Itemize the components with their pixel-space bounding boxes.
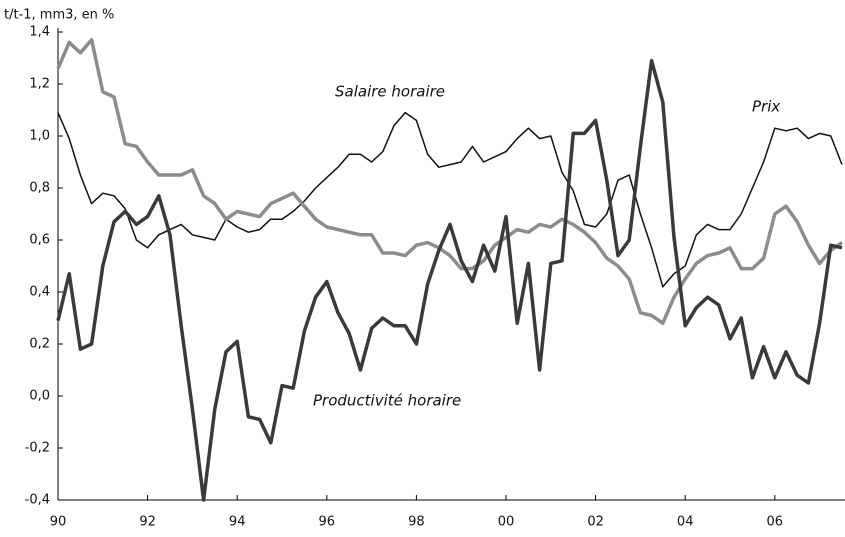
x-tick-label: 94: [229, 515, 246, 530]
y-tick-label: 0,4: [29, 285, 50, 300]
y-tick-label: -0,4: [25, 493, 50, 508]
y-tick-label: 0,8: [29, 181, 50, 196]
series-line: [56, 58, 843, 502]
y-tick-label: 0,2: [29, 337, 50, 352]
y-tick-label: 1,0: [29, 129, 50, 144]
y-tick-label: 0,6: [29, 233, 50, 248]
series-line: [57, 111, 843, 288]
x-tick-label: 02: [587, 515, 604, 530]
series-line: [56, 38, 844, 325]
series-label: Salaire horaire: [335, 83, 445, 101]
y-axis-label: t/t-1, mm3, en %: [4, 8, 114, 23]
x-tick-label: 98: [408, 515, 425, 530]
x-tick-label: 92: [139, 515, 156, 530]
x-tick-label: 00: [498, 515, 515, 530]
y-tick-label: -0,2: [25, 441, 50, 456]
x-tick-label: 96: [319, 515, 336, 530]
y-tick-label: 1,2: [29, 77, 50, 92]
series-label: Productivité horaire: [313, 392, 461, 410]
x-tick-label: 06: [767, 515, 784, 530]
y-tick-label: 0,0: [29, 389, 50, 404]
x-tick-label: 04: [677, 515, 694, 530]
y-tick-label: 1,4: [29, 25, 50, 40]
x-tick-label: 90: [50, 515, 67, 530]
series-label: Prix: [752, 98, 780, 116]
